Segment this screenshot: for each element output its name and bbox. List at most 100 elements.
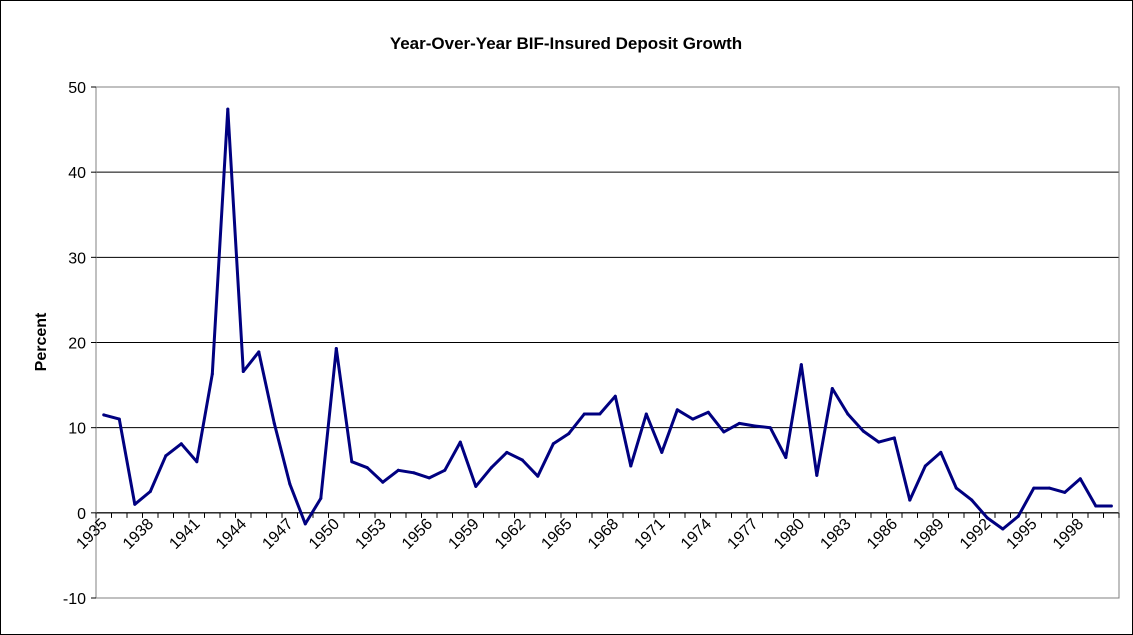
data-point [1063,490,1067,494]
x-tick-label: 1980 [771,516,808,553]
y-tick-label: 10 [68,421,86,438]
data-point [520,458,524,462]
data-point [629,464,633,468]
x-axis: 1935 1938 1941 1944 1947 1950 1953 1956 1959 1962… [73,512,1120,553]
x-tick-label: 1968 [585,516,622,553]
y-tick-label: -10 [63,591,86,608]
data-point [1032,486,1036,490]
data-point [706,410,710,414]
data-point [272,421,276,425]
data-point [210,372,214,376]
data-point [1094,504,1098,508]
data-point [350,460,354,464]
data-point [1078,477,1082,481]
data-point [892,436,896,440]
data-point [985,516,989,520]
data-point [551,442,555,446]
data-point [567,432,571,436]
data-point [908,498,912,502]
data-point [257,350,261,354]
data-point [1001,527,1005,531]
x-tick-label: 1959 [445,516,482,553]
data-point [753,424,757,428]
data-point [799,363,803,367]
y-tick-label: 30 [68,250,86,267]
y-tick-label: 20 [68,336,86,353]
data-point [846,412,850,416]
data-point [722,430,726,434]
data-point [474,484,478,488]
y-tick-label: 0 [77,506,86,523]
data-point [334,347,338,350]
data-point [412,471,416,475]
x-tick-label: 1989 [910,516,947,553]
data-point [303,522,307,526]
x-tick-label: 1941 [166,516,203,553]
data-point [117,417,121,421]
data-point [164,454,168,458]
x-tick-label: 1986 [864,516,901,553]
data-point [830,387,834,390]
data-point [396,468,400,472]
data-point [877,440,881,444]
data-point [784,456,788,459]
data-point [815,473,819,477]
data-point [644,412,648,416]
data-point [954,486,958,490]
data-point [288,482,292,486]
y-axis-label: Percent [33,312,50,371]
data-point [133,502,137,506]
data-point [939,450,943,454]
y-tick-label: 50 [68,80,86,97]
data-point [148,490,152,493]
data-point [737,421,741,425]
data-point [195,460,199,464]
x-tick-label: 1971 [631,516,668,553]
data-point [861,429,865,433]
data-point [613,394,617,398]
data-point [443,468,447,472]
data-point [1016,514,1020,518]
x-tick-label: 1992 [957,516,994,553]
x-tick-label: 1983 [817,516,854,553]
x-tick-label: 1974 [678,516,715,553]
data-point [179,442,183,446]
data-point [1109,504,1113,508]
data-point [381,480,385,484]
data-point [102,413,106,417]
data-point [226,107,230,111]
x-tick-label: 1998 [1050,516,1087,553]
y-axis: -10 0 10 20 30 40 50 [63,80,96,608]
x-tick-label: 1950 [306,516,343,553]
data-point [505,450,509,454]
data-point [489,466,493,470]
x-tick-label: 1938 [120,516,157,553]
data-point [1047,486,1051,490]
data-point [241,370,245,373]
data-point [536,474,540,478]
x-tick-label: 1947 [259,516,296,553]
data-point [923,464,927,468]
x-tick-label: 1962 [492,516,529,553]
x-tick-label: 1965 [538,516,575,553]
data-point [675,408,679,412]
data-point [319,496,323,500]
data-point [458,440,462,444]
chart-title: Year-Over-Year BIF-Insured Deposit Growt… [390,34,742,53]
data-point [691,417,695,421]
data-point [970,498,974,502]
data-point [768,426,772,430]
data-point [598,412,602,416]
x-tick-label: 1995 [1003,516,1040,553]
data-point [660,450,664,454]
y-tick-label: 40 [68,165,86,182]
data-point [365,466,369,470]
series-line [102,107,1113,531]
x-tick-label: 1956 [399,516,436,553]
x-tick-label: 1944 [213,516,250,553]
x-tick-label: 1953 [352,516,389,553]
data-point [427,476,431,480]
data-points [102,107,1113,531]
